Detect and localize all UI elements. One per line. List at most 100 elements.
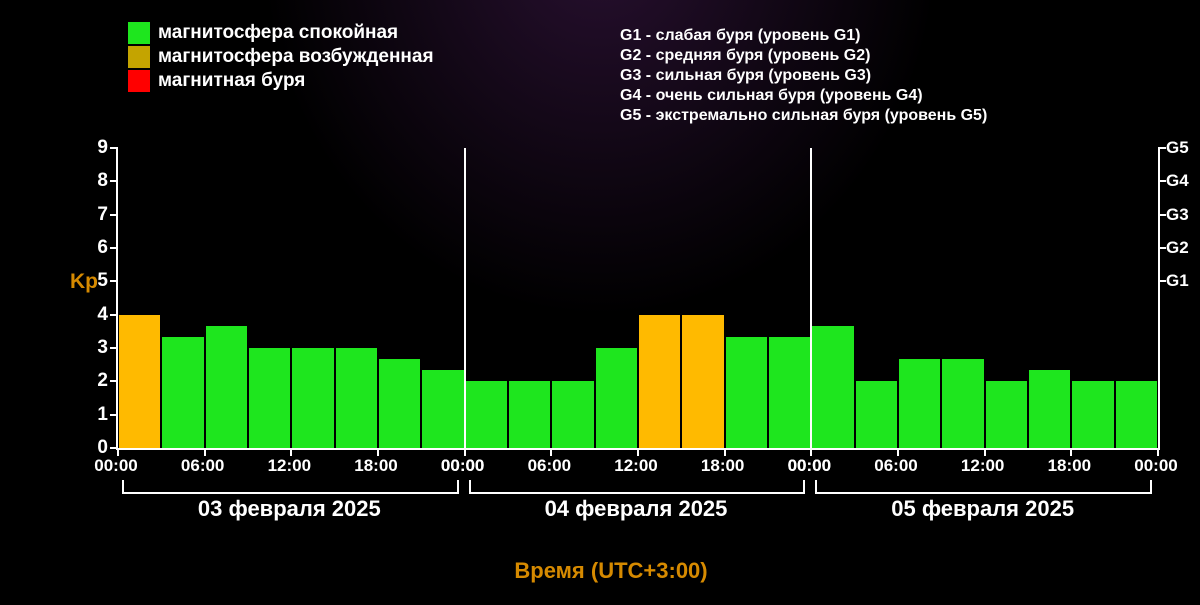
legend-swatch-excited: [128, 46, 150, 68]
day-bracket: [122, 480, 459, 494]
kp-bar: [379, 359, 420, 448]
y-tick-label: 1: [78, 404, 108, 426]
kp-bar: [769, 337, 810, 448]
kp-bar: [249, 348, 290, 448]
day-label: 03 февраля 2025: [116, 496, 463, 522]
x-tick-label: 12:00: [953, 456, 1013, 476]
y-tick-label: 2: [78, 370, 108, 392]
day-label: 05 февраля 2025: [809, 496, 1156, 522]
legend-item: магнитосфера спокойная: [128, 22, 434, 44]
kp-bar: [552, 381, 593, 448]
y-tick: [110, 214, 118, 216]
kp-bar: [639, 315, 680, 448]
x-tick: [1070, 448, 1072, 456]
kp-bar: [986, 381, 1027, 448]
y-tick: [110, 180, 118, 182]
y-tick: [110, 147, 118, 149]
g-level-line: G3 - сильная буря (уровень G3): [620, 66, 987, 86]
y-tick: [110, 280, 118, 282]
y-tick-label: 8: [78, 170, 108, 192]
y-tick-label: 7: [78, 204, 108, 226]
x-tick: [724, 448, 726, 456]
x-tick-label: 00:00: [86, 456, 146, 476]
legend-swatch-storm: [128, 70, 150, 92]
g-level-line: G4 - очень сильная буря (уровень G4): [620, 86, 987, 106]
x-tick-label: 18:00: [693, 456, 753, 476]
kp-bar: [899, 359, 940, 448]
x-tick: [464, 448, 466, 456]
x-tick-label: 18:00: [346, 456, 406, 476]
g-axis-label: G1: [1166, 271, 1194, 291]
x-tick: [637, 448, 639, 456]
y-tick-label: 6: [78, 237, 108, 259]
x-tick: [377, 448, 379, 456]
y-tick: [110, 380, 118, 382]
g-tick: [1158, 280, 1166, 282]
legend-item: магнитосфера возбужденная: [128, 46, 434, 68]
g-axis-label: G2: [1166, 238, 1194, 258]
g-level-descriptions: G1 - слабая буря (уровень G1) G2 - средн…: [620, 26, 987, 126]
kp-bar: [856, 381, 897, 448]
x-tick: [984, 448, 986, 456]
g-level-line: G2 - средняя буря (уровень G2): [620, 46, 987, 66]
legend-label: магнитосфера возбужденная: [158, 46, 434, 68]
x-tick-label: 00:00: [1126, 456, 1186, 476]
y-tick-label: 3: [78, 337, 108, 359]
x-tick: [810, 448, 812, 456]
y-tick: [110, 347, 118, 349]
g-tick: [1158, 180, 1166, 182]
day-label: 04 февраля 2025: [463, 496, 810, 522]
x-tick: [1157, 448, 1159, 456]
x-tick: [290, 448, 292, 456]
day-bracket: [469, 480, 806, 494]
y-tick-label: 9: [78, 137, 108, 159]
legend: магнитосфера спокойная магнитосфера возб…: [128, 22, 434, 94]
x-tick: [897, 448, 899, 456]
g-level-line: G5 - экстремально сильная буря (уровень …: [620, 106, 987, 126]
g-axis-label: G3: [1166, 205, 1194, 225]
kp-bar: [162, 337, 203, 448]
legend-label: магнитосфера спокойная: [158, 22, 398, 44]
y-tick: [110, 314, 118, 316]
kp-bar: [682, 315, 723, 448]
g-tick: [1158, 147, 1166, 149]
x-tick-label: 12:00: [606, 456, 666, 476]
x-tick: [204, 448, 206, 456]
x-tick-label: 06:00: [173, 456, 233, 476]
kp-bar: [726, 337, 767, 448]
kp-bar: [509, 381, 550, 448]
legend-label: магнитная буря: [158, 70, 305, 92]
y-tick: [110, 247, 118, 249]
y-tick-label: 4: [78, 304, 108, 326]
legend-item: магнитная буря: [128, 70, 434, 92]
legend-swatch-calm: [128, 22, 150, 44]
g-level-line: G1 - слабая буря (уровень G1): [620, 26, 987, 46]
g-tick: [1158, 247, 1166, 249]
kp-bar: [1029, 370, 1070, 448]
g-axis-label: G5: [1166, 138, 1194, 158]
g-axis-label: G4: [1166, 171, 1194, 191]
y-tick: [110, 414, 118, 416]
kp-bar: [119, 315, 160, 448]
x-tick-label: 18:00: [1039, 456, 1099, 476]
kp-bar: [206, 326, 247, 448]
kp-bar: [596, 348, 637, 448]
y-tick-label: 5: [78, 270, 108, 292]
kp-bar: [812, 326, 853, 448]
x-tick: [550, 448, 552, 456]
kp-bar: [336, 348, 377, 448]
x-tick: [117, 448, 119, 456]
x-tick-label: 00:00: [433, 456, 493, 476]
x-tick-label: 06:00: [519, 456, 579, 476]
kp-chart: Kp 0123456789G1G2G3G4G5 00:0006:0012:001…: [66, 148, 1156, 488]
kp-bar: [422, 370, 463, 448]
kp-bar: [292, 348, 333, 448]
kp-bar: [1072, 381, 1113, 448]
plot-area: 0123456789G1G2G3G4G5: [116, 148, 1160, 450]
day-bracket: [815, 480, 1152, 494]
x-tick-label: 00:00: [779, 456, 839, 476]
x-tick-label: 06:00: [866, 456, 926, 476]
x-tick-label: 12:00: [259, 456, 319, 476]
x-axis-title: Время (UTC+3:00): [66, 558, 1156, 584]
g-tick: [1158, 214, 1166, 216]
